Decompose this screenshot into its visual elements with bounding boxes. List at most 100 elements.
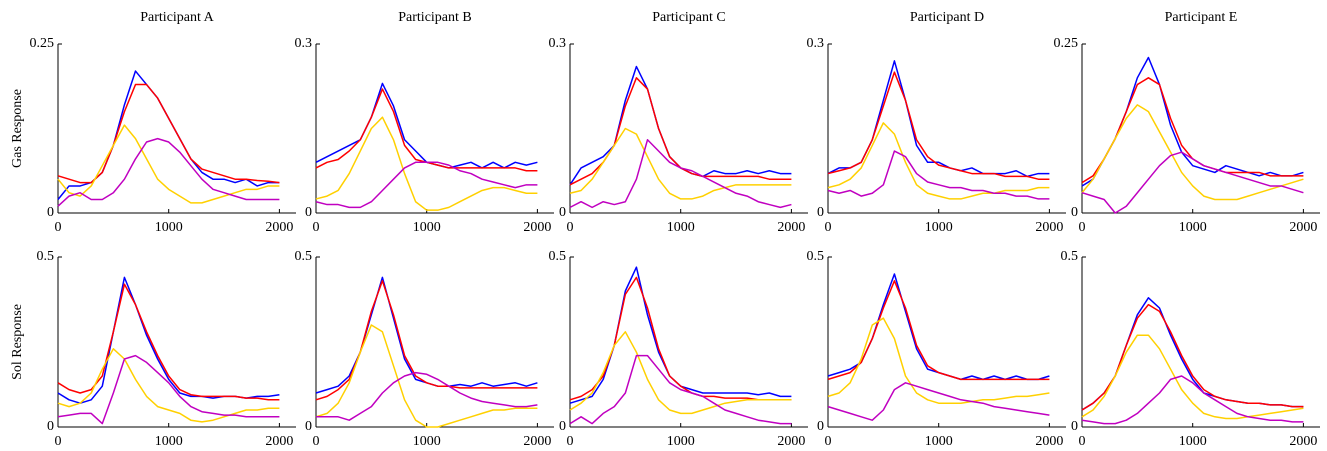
panel: 0 0.5 0 1000 2000 <box>807 249 1066 449</box>
series-line <box>57 354 280 425</box>
x-tick-label: 1000 <box>925 434 953 449</box>
x-tick-label: 2000 <box>777 434 805 449</box>
x-tick-label: 2000 <box>1289 434 1317 449</box>
x-tick-label: 2000 <box>265 220 293 235</box>
series-line <box>57 276 280 404</box>
y-tick-label: 0 <box>47 205 54 220</box>
x-tick-label: 2000 <box>523 434 551 449</box>
panel-title: Participant D <box>910 10 984 25</box>
x-tick-label: 1000 <box>925 220 953 235</box>
y-tick-label: 0 <box>817 205 824 220</box>
series-line <box>1081 303 1304 411</box>
series-line <box>1081 297 1304 411</box>
panel: Participant B 0 0.3 0 1000 2000 <box>295 10 554 235</box>
x-tick-label: 0 <box>1079 434 1086 449</box>
y-tick-label: 0 <box>1071 419 1078 434</box>
series-line <box>1081 375 1304 425</box>
series-line <box>1081 334 1304 420</box>
x-tick-label: 1000 <box>413 434 441 449</box>
y-tick-label: 0.25 <box>30 36 55 51</box>
y-tick-label: 0 <box>817 419 824 434</box>
x-tick-label: 2000 <box>523 220 551 235</box>
y-tick-label: 0.5 <box>295 249 313 264</box>
x-tick-label: 1000 <box>667 220 695 235</box>
x-tick-label: 0 <box>567 220 574 235</box>
series-line <box>827 382 1050 421</box>
series-line <box>57 83 280 184</box>
series-line <box>315 280 538 401</box>
x-tick-label: 1000 <box>1179 434 1207 449</box>
series-line <box>827 273 1050 381</box>
x-tick-label: 1000 <box>667 434 695 449</box>
y-tick-label: 0.3 <box>295 36 313 51</box>
x-tick-label: 2000 <box>1035 434 1063 449</box>
panel: Participant A Gas Response 0 0.25 0 1000 2000 <box>10 10 296 235</box>
series-line <box>57 348 280 423</box>
x-tick-label: 2000 <box>1289 220 1317 235</box>
panel: Participant D 0 0.3 0 1000 2000 <box>807 10 1066 235</box>
series-line <box>569 331 792 415</box>
series-line <box>57 70 280 200</box>
x-tick-label: 0 <box>313 434 320 449</box>
x-tick-label: 0 <box>313 220 320 235</box>
y-axis-label: Gas Response <box>10 89 25 168</box>
x-tick-label: 2000 <box>265 434 293 449</box>
series-line <box>1081 104 1304 201</box>
x-tick-label: 0 <box>55 434 62 449</box>
x-tick-label: 1000 <box>1179 220 1207 235</box>
x-tick-label: 0 <box>567 434 574 449</box>
series-line <box>569 77 792 186</box>
y-tick-label: 0.25 <box>1054 36 1079 51</box>
y-tick-label: 0.5 <box>549 249 567 264</box>
series-line <box>569 139 792 209</box>
panel: Participant C 0 0.3 0 1000 2000 <box>549 10 808 235</box>
panel-title: Participant B <box>398 10 472 25</box>
panel: 0 0.5 0 1000 2000 <box>549 249 808 449</box>
series-line <box>1081 77 1304 184</box>
x-tick-label: 0 <box>55 220 62 235</box>
series-line <box>569 127 792 200</box>
y-tick-label: 0.5 <box>37 249 55 264</box>
panel: Sol Response 0 0.5 0 1000 2000 <box>10 249 296 449</box>
y-tick-label: 0.3 <box>807 36 825 51</box>
series-line <box>1081 56 1304 187</box>
series-line <box>315 88 538 172</box>
panel-title: Participant A <box>140 10 214 25</box>
series-line <box>315 324 538 428</box>
series-line <box>315 276 538 394</box>
x-tick-label: 0 <box>825 434 832 449</box>
y-tick-label: 0.5 <box>1061 249 1079 264</box>
x-tick-label: 1000 <box>155 434 183 449</box>
x-tick-label: 1000 <box>413 220 441 235</box>
series-line <box>827 71 1050 180</box>
x-tick-label: 0 <box>1079 220 1086 235</box>
y-tick-label: 0 <box>559 205 566 220</box>
series-line <box>316 371 538 421</box>
y-tick-label: 0 <box>47 419 54 434</box>
x-tick-label: 1000 <box>155 220 183 235</box>
x-tick-label: 2000 <box>777 220 805 235</box>
series-line <box>315 82 538 169</box>
series-line <box>569 276 792 401</box>
y-tick-label: 0.3 <box>549 36 567 51</box>
series-line <box>569 266 792 404</box>
series-line <box>827 317 1050 404</box>
panel: 0 0.5 0 1000 2000 <box>1061 249 1320 449</box>
series-line <box>827 150 1050 200</box>
y-tick-label: 0 <box>305 419 312 434</box>
panel: 0 0.5 0 1000 2000 <box>295 249 554 449</box>
series-line <box>57 137 280 207</box>
panel-title: Participant E <box>1165 10 1238 25</box>
series-line <box>827 122 1050 200</box>
y-axis-label: Sol Response <box>10 304 25 380</box>
y-tick-label: 0 <box>305 205 312 220</box>
series-line <box>57 124 280 204</box>
series-line <box>569 354 792 425</box>
series-line <box>315 116 538 211</box>
x-tick-label: 2000 <box>1035 220 1063 235</box>
panel: Participant E 0 0.25 0 1000 2000 <box>1054 10 1320 235</box>
x-tick-label: 0 <box>825 220 832 235</box>
series-line <box>827 60 1050 178</box>
series-line <box>827 280 1050 381</box>
